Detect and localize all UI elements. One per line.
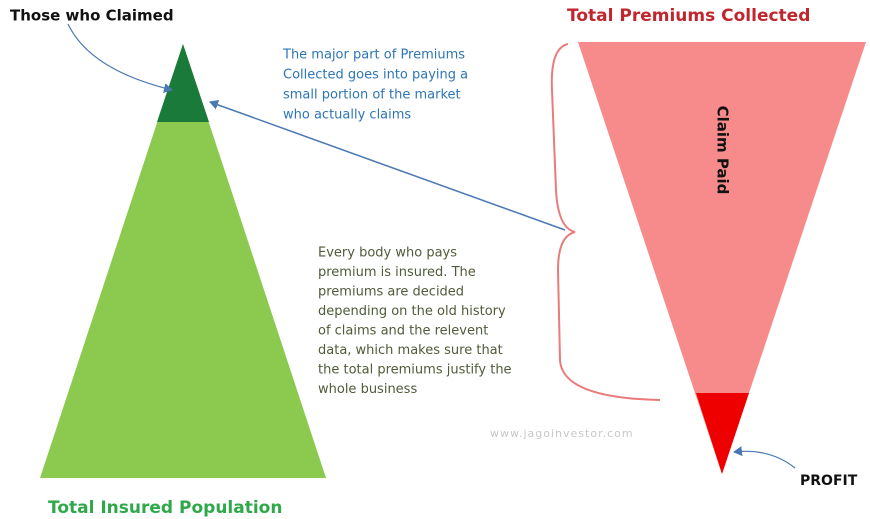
claimed-tip	[157, 44, 209, 122]
note-line: premium is insured. The	[318, 265, 476, 280]
label: Total Premiums Collected	[567, 6, 810, 26]
label: Those who Claimed	[10, 7, 174, 25]
note-line: of claims and the relevent	[318, 324, 488, 339]
note-line: premiums are decided	[318, 285, 464, 300]
label: Claim Paid	[714, 106, 732, 195]
label: Total Insured Population	[48, 498, 282, 518]
profit-tip	[696, 393, 749, 474]
note-line: The major part of Premiums	[282, 48, 465, 63]
note: The major part of Premiums Collected goes…	[282, 48, 468, 123]
note-line: the total premiums justify the	[318, 363, 512, 378]
note-line: data, which makes sure that	[318, 343, 503, 358]
population-triangle	[40, 44, 326, 478]
note-line: Every body who pays	[318, 246, 457, 261]
watermark: www.jagoinvestor.com	[490, 427, 634, 440]
note-line: Collected goes into paying a	[283, 68, 468, 83]
note: Every body who pays premium is insured. T…	[318, 246, 512, 398]
premiums-triangle	[578, 42, 866, 474]
note-line: small portion of the market	[283, 88, 461, 103]
note-line: depending on the old history	[318, 304, 506, 319]
arrow	[209, 100, 566, 231]
note-line: whole business	[318, 382, 417, 397]
note-line: who actually claims	[283, 108, 411, 123]
arrow	[67, 23, 173, 93]
brace	[550, 43, 661, 401]
arrow	[733, 446, 796, 469]
label: PROFIT	[800, 473, 858, 489]
